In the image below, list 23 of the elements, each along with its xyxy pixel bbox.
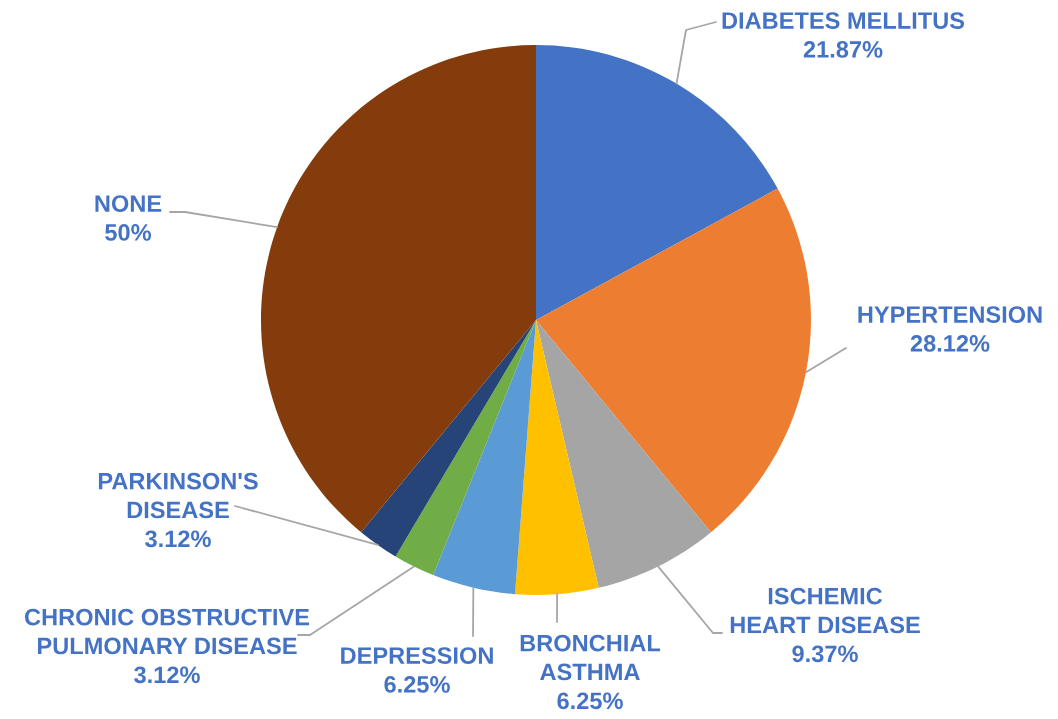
data-label: 9.37% bbox=[792, 645, 858, 663]
slice-label: PARKINSON'S DISEASE bbox=[98, 472, 258, 519]
pie-slice bbox=[536, 188, 811, 533]
pie-slice bbox=[395, 320, 536, 576]
slice-label: BRONCHIAL ASTHMA bbox=[520, 634, 661, 681]
data-label: 50% bbox=[105, 224, 152, 241]
pie-slice bbox=[361, 320, 536, 557]
data-label: 3.12% bbox=[145, 530, 211, 548]
slice-label: CHRONIC OBSTRUCTIVE PULMONARY DISEASE bbox=[24, 608, 310, 655]
pie-slice bbox=[261, 45, 536, 533]
pie-slice bbox=[536, 45, 778, 320]
data-label: 21.87% bbox=[803, 41, 883, 58]
pie-slice bbox=[514, 320, 599, 595]
slice-label: HYPERTENSION bbox=[858, 306, 1042, 323]
data-label: 6.25% bbox=[557, 692, 623, 710]
slice-label: DIABETES MELLITUS bbox=[722, 12, 965, 29]
data-label: 3.12% bbox=[134, 666, 200, 684]
slice-label: DEPRESSION bbox=[341, 647, 493, 664]
data-label: 28.12% bbox=[910, 335, 990, 352]
data-label: 6.25% bbox=[384, 676, 450, 693]
slice-label: NONE bbox=[95, 195, 162, 212]
slice-label: ISCHEMIC HEART DISEASE bbox=[730, 587, 920, 634]
pie-slice bbox=[433, 320, 536, 595]
